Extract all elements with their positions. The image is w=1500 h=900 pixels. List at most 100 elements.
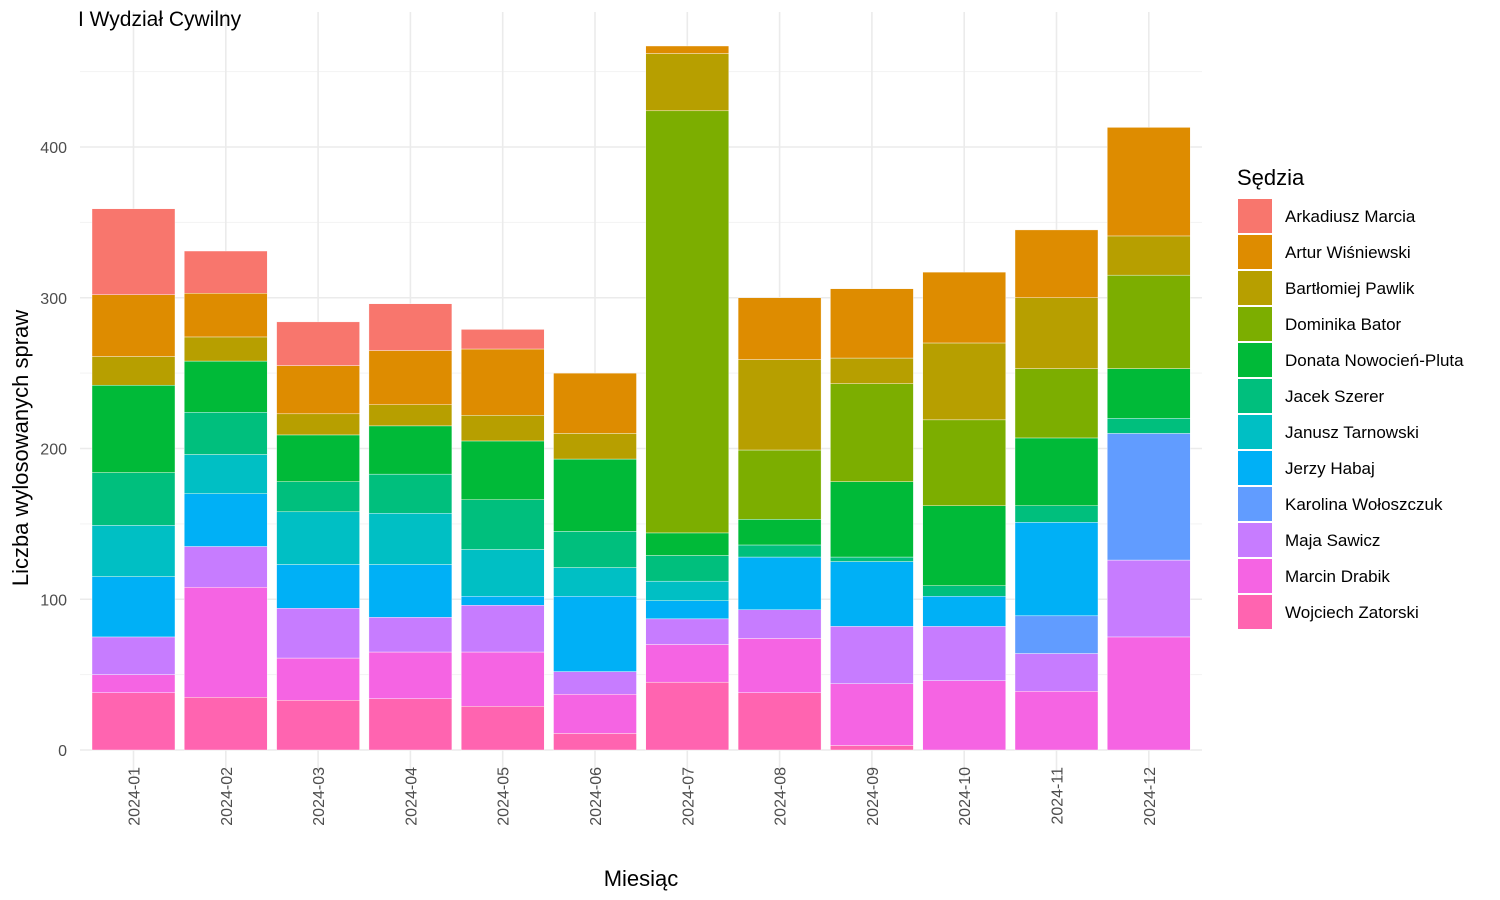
- bar-segment: [737, 638, 822, 693]
- bar-segment: [91, 525, 176, 577]
- bar-segment: [737, 556, 822, 611]
- bars: [91, 45, 1191, 751]
- x-tick-label: 2024-09: [865, 767, 882, 826]
- bar-segment: [737, 692, 822, 751]
- bar-segment: [184, 360, 268, 413]
- bar-segment: [922, 596, 1006, 627]
- bar-segment: [461, 415, 545, 442]
- bar-segment: [645, 644, 729, 683]
- bar-segment: [737, 449, 822, 520]
- bar-segment: [1107, 636, 1191, 751]
- bar-segment: [922, 626, 1006, 681]
- bar-segment: [184, 293, 268, 338]
- bar-segment: [553, 433, 637, 460]
- bar-segment: [91, 384, 176, 473]
- bar-segment: [922, 419, 1006, 506]
- bar-segment: [737, 544, 822, 558]
- x-tick-label: 2024-10: [957, 767, 974, 826]
- bar-segment: [553, 596, 637, 672]
- bar-segment: [922, 271, 1006, 344]
- bar-segment: [91, 636, 176, 675]
- legend-label: Jacek Szerer: [1285, 387, 1385, 406]
- bar-segment: [276, 564, 360, 609]
- bar-segment: [830, 357, 914, 384]
- bar-segment: [1107, 418, 1191, 434]
- bar-segment: [737, 609, 822, 639]
- x-tick-label: 2024-08: [773, 767, 790, 826]
- legend-key: [1238, 451, 1272, 485]
- bar-segment: [830, 556, 914, 562]
- bar-segment: [1107, 127, 1191, 237]
- x-axis-ticks: 2024-01 2024-02 2024-03 2024-04 2024-05 2024-…: [127, 767, 1159, 826]
- bar-segment: [91, 472, 176, 526]
- bar-segment: [737, 519, 822, 546]
- bar-segment: [1014, 297, 1099, 369]
- bar-segment: [830, 626, 914, 684]
- bar-segment: [184, 586, 268, 698]
- bar-segment: [830, 481, 914, 558]
- legend: Sędzia Arkadiusz Marcia Artur Wiśniewski B…: [1237, 165, 1464, 629]
- bar-segment: [553, 694, 637, 734]
- bar-segment: [91, 294, 176, 357]
- y-tick-label: 400: [40, 140, 67, 157]
- bar-segment: [368, 303, 453, 351]
- bar-segment: [922, 342, 1006, 421]
- bar-segment: [276, 481, 360, 513]
- bar-segment: [368, 617, 453, 653]
- bar-segment: [737, 359, 822, 451]
- bar-segment: [553, 671, 637, 695]
- bar-segment: [1014, 522, 1099, 617]
- bar-segment: [184, 697, 268, 751]
- bar-segment: [368, 404, 453, 427]
- bar-segment: [184, 493, 268, 547]
- legend-label: Artur Wiśniewski: [1285, 243, 1411, 262]
- legend-key: [1238, 523, 1272, 557]
- legend-label: Dominika Bator: [1285, 315, 1402, 334]
- legend-key: [1238, 307, 1272, 341]
- bar-segment: [645, 618, 729, 645]
- bar-segment: [645, 580, 729, 601]
- bar-segment: [184, 454, 268, 494]
- bar-segment: [645, 110, 729, 534]
- bar-segment: [461, 348, 545, 416]
- bar-segment: [461, 329, 545, 350]
- x-tick-label: 2024-02: [219, 767, 236, 826]
- bar-segment: [737, 297, 822, 360]
- bar-segment: [184, 250, 268, 294]
- bar-segment: [368, 350, 453, 405]
- legend-label: Janusz Tarnowski: [1285, 423, 1419, 442]
- bar-segment: [461, 549, 545, 597]
- x-tick-label: 2024-01: [127, 767, 144, 826]
- bar-segment: [1014, 615, 1099, 654]
- bar-segment: [645, 45, 729, 54]
- bar-segment: [1107, 235, 1191, 276]
- bar-segment: [1014, 229, 1099, 298]
- legend-label: Wojciech Zatorski: [1285, 603, 1419, 622]
- legend-label: Marcin Drabik: [1285, 567, 1390, 586]
- y-tick-label: 0: [58, 743, 67, 760]
- bar-segment: [1107, 368, 1191, 419]
- y-axis-ticks: 0 100 200 300 400: [40, 140, 67, 760]
- bar-segment: [91, 576, 176, 638]
- legend-label: Donata Nowocień-Pluta: [1285, 351, 1464, 370]
- bar-segment: [91, 208, 176, 295]
- bar-segment: [830, 561, 914, 627]
- bar-segment: [830, 683, 914, 746]
- bar-segment: [922, 585, 1006, 597]
- bar-segment: [830, 745, 914, 751]
- bar-segment: [461, 605, 545, 653]
- legend-key: [1238, 379, 1272, 413]
- bar-segment: [368, 564, 453, 618]
- bar-segment: [1107, 274, 1191, 369]
- bar-segment: [184, 546, 268, 588]
- x-tick-label: 2024-06: [588, 767, 605, 826]
- bar-segment: [645, 53, 729, 112]
- bar-segment: [276, 365, 360, 415]
- y-axis-title: Liczba wylosowanych spraw: [8, 310, 33, 586]
- legend-label: Jerzy Habaj: [1285, 459, 1375, 478]
- bar-segment: [276, 413, 360, 436]
- bar-segment: [1014, 505, 1099, 523]
- bar-segment: [461, 440, 545, 500]
- x-tick-label: 2024-04: [403, 767, 420, 826]
- bar-segment: [368, 425, 453, 475]
